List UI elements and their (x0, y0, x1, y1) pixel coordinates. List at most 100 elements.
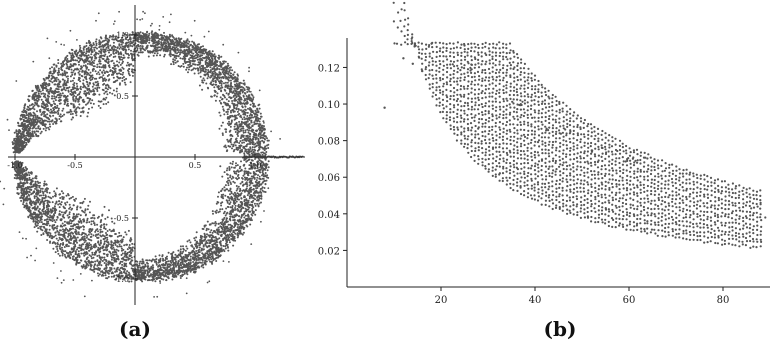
panel-a-point (32, 218, 35, 221)
panel-a-point (192, 261, 195, 263)
panel-a-point (139, 49, 142, 52)
panel-a-point (243, 141, 245, 144)
panel-a-point (225, 212, 228, 215)
panel-a-point (61, 246, 63, 249)
panel-a-point (185, 68, 188, 71)
panel-a-point (75, 82, 78, 85)
panel-a-point (242, 129, 245, 132)
panel-a-point (62, 196, 65, 199)
panel-a-point (216, 232, 219, 235)
panel-a-point (253, 131, 255, 134)
panel-a-point (202, 266, 205, 269)
panel-a-point (206, 220, 209, 223)
panel-a-point (106, 88, 109, 91)
panel-a-point (49, 218, 52, 221)
panel-a-point (182, 245, 184, 248)
panel-a-point (66, 201, 69, 204)
panel-a-point (39, 127, 42, 130)
panel-a-point (20, 199, 23, 202)
panel-a-point (225, 207, 228, 210)
panel-a-point (215, 260, 218, 262)
panel-a-point (85, 44, 88, 47)
panel-a-point (104, 60, 107, 63)
panel-a-point (149, 44, 152, 47)
panel-a-point (73, 63, 76, 66)
panel-a-point (242, 174, 245, 177)
panel-a-point (127, 69, 129, 72)
panel-a-point (250, 186, 252, 189)
panel-a-point (251, 146, 254, 149)
panel-a-point (174, 253, 177, 256)
panel-a-point (86, 234, 89, 237)
panel-a-point (45, 127, 48, 129)
panel-a-point (64, 207, 66, 210)
panel-a-point (226, 113, 229, 116)
panel-a-point (50, 91, 53, 94)
panel-a-point (264, 183, 267, 186)
panel-a-point (65, 227, 67, 230)
panel-a-point (59, 99, 62, 101)
panel-a-point (70, 118, 73, 121)
panel-a-point (88, 242, 91, 245)
panel-a-point (219, 101, 222, 104)
panel-a-point (267, 139, 270, 142)
panel-a-point (131, 242, 134, 245)
panel-a-point (77, 68, 80, 71)
panel-a-point (91, 253, 94, 256)
panel-a-point (236, 164, 239, 167)
panel-a-point (25, 120, 28, 123)
panel-a-point (230, 111, 232, 114)
panel-a-point (233, 237, 236, 240)
panel-a-point (159, 280, 161, 283)
panel-a-point (132, 50, 135, 53)
panel-a-point (118, 231, 121, 234)
panel-a-point (39, 132, 42, 135)
panel-a-point (118, 61, 121, 64)
panel-a-point (187, 68, 190, 71)
panel-a-point (256, 149, 259, 152)
panel-a-point (224, 194, 227, 197)
panel-a-point (223, 101, 226, 104)
panel-a-point (60, 62, 63, 65)
panel-a-point (229, 206, 232, 209)
panel-a-point (236, 232, 239, 235)
panel-a-point (146, 265, 149, 268)
panel-a-point (167, 260, 170, 263)
panel-a-point (218, 127, 221, 130)
panel-a-point (77, 57, 80, 59)
panel-a-point (236, 207, 239, 210)
panel-a-point (182, 250, 185, 253)
panel-a-point (231, 147, 233, 150)
panel-a-point (58, 118, 61, 120)
panel-a-point (218, 99, 221, 102)
panel-a-point (95, 250, 98, 253)
panel-a-point (129, 42, 132, 45)
panel-a-point (49, 214, 52, 217)
panel-a-point (206, 77, 209, 80)
panel-a-point (248, 184, 251, 187)
panel-a-point (41, 187, 44, 190)
panel-a-point (196, 63, 199, 66)
panel-a-point (151, 279, 154, 282)
panel-a-point (183, 272, 186, 275)
panel-a-point (175, 38, 178, 41)
panel-a-point (196, 255, 199, 258)
panel-a-point (243, 216, 246, 219)
panel-a-point (187, 258, 190, 261)
panel-a-point (103, 223, 106, 226)
panel-a-point (230, 166, 233, 169)
panel-a-point (125, 243, 128, 246)
panel-a-point (137, 54, 140, 57)
panel-a-point (207, 75, 210, 78)
panel-a-point (235, 200, 238, 203)
panel-a-point (37, 97, 40, 99)
panel-a-point (63, 88, 65, 91)
panel-a-point (107, 101, 110, 104)
panel-a-point (248, 206, 251, 209)
panel-a-point (74, 59, 77, 62)
panel-a-point (236, 198, 239, 201)
panel-a-point (75, 50, 77, 53)
panel-a-point (113, 230, 115, 232)
panel-a-point (236, 110, 239, 113)
panel-a-point (243, 152, 246, 155)
